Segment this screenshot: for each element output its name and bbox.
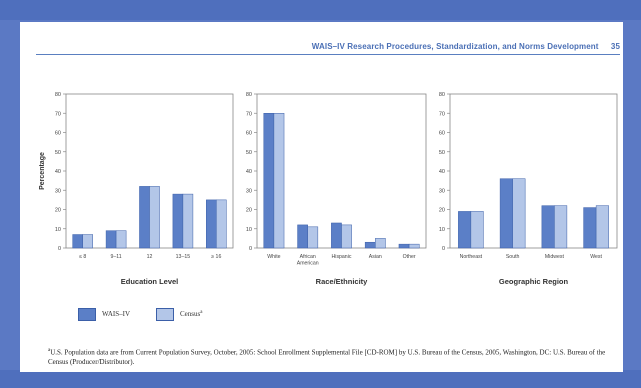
chart-2-bar-census (375, 238, 386, 249)
chart-1-bar-wais (72, 234, 83, 249)
chart-3-bar-wais (458, 211, 472, 249)
chart-3-ytick-label: 30 (439, 188, 445, 194)
chart-2-ytick-label: 50 (246, 150, 252, 156)
chart-1-bar-census (182, 193, 194, 249)
chart-1-category-label: ≥ 16 (211, 254, 221, 260)
chart-3-ytick-label: 60 (439, 131, 445, 137)
legend-swatch-census (156, 308, 174, 321)
chart-1-bar-wais (172, 193, 184, 249)
chart-2-ytick-label: 40 (246, 169, 252, 175)
chart-1-ytick-label: 50 (55, 150, 61, 156)
legend-label-wais: WAIS–IV (102, 310, 130, 319)
chart-1-ytick-label: 60 (55, 131, 61, 137)
chart-3-ytick-label: 40 (439, 169, 445, 175)
footnote-text: U.S. Population data are from Current Po… (48, 348, 606, 367)
chart-2-ytick-label: 80 (246, 92, 252, 98)
chart-1-ytick-label: 80 (55, 92, 61, 98)
chart-1-xlabel: Education Level (121, 277, 179, 286)
chart-3-ytick-label: 70 (439, 111, 445, 117)
chart-3-bar-census (470, 211, 484, 249)
chart-2-ytick-label: 70 (246, 111, 252, 117)
page-number: 35 (610, 42, 620, 51)
chart-2-category-label: Hispanic (332, 254, 352, 260)
chart-2-bar-wais (331, 222, 342, 249)
chart-3-bar-census (512, 178, 526, 249)
chart-1-bar-census (115, 230, 127, 249)
chart-2-bar-wais (263, 113, 275, 249)
chart-2-category-label: Other (403, 254, 416, 260)
chart-1-ytick-label: 30 (55, 188, 61, 194)
chart-3-ytick-label: 20 (439, 208, 445, 214)
legend-item-wais: WAIS–IV (78, 308, 130, 321)
chart-1-ytick-label: 40 (55, 169, 61, 175)
chart-3-bar-wais (499, 178, 513, 249)
chart-1-ytick-label: 0 (58, 246, 61, 252)
chart-1-bar-wais (139, 186, 150, 249)
chart-1-ytick-label: 10 (55, 227, 61, 233)
chart-3-ytick-label: 0 (442, 246, 445, 252)
footnote-mark: a (48, 348, 51, 353)
legend-label-census: Census (180, 310, 201, 319)
chart-1-category-label: 13–15 (176, 254, 191, 260)
chart-3-ytick-label: 80 (439, 92, 445, 98)
chart-1-bar-census (216, 199, 227, 249)
chart-1-ytick-label: 20 (55, 208, 61, 214)
chart-3-category-label: West (590, 254, 602, 260)
legend-census-mark: a (200, 309, 203, 315)
chart-2-bar-wais (297, 224, 308, 249)
chart-2-category-label: African (300, 254, 316, 260)
chart-2-ytick-label: 10 (246, 227, 252, 233)
chart-2-ytick-label: 60 (246, 131, 252, 137)
chart-3-bar-wais (541, 205, 555, 249)
chart-1-bar-census (149, 186, 160, 249)
chart-3-ytick-label: 10 (439, 227, 445, 233)
chart-1-bar-wais (105, 230, 117, 249)
chart-3-bar-census (595, 205, 609, 249)
chart-1-category-label: ≤ 8 (79, 254, 86, 260)
chart-3-xlabel: Geographic Region (499, 277, 569, 286)
chart-1-category-label: 12 (147, 254, 153, 260)
chart-1-bar-wais (206, 199, 217, 249)
chart-3-ytick-label: 50 (439, 150, 445, 156)
legend-item-census: Censusa (156, 308, 202, 321)
chart-2-bar-census (341, 224, 352, 249)
charts-figure: 0 10 20 30 40 50 60 70 80 Percentage ≤ 8 9–11 12 13–1… (39, 92, 618, 286)
chart-2-category-label: American (297, 261, 319, 267)
header-title: WAIS–IV Research Procedures, Standardiza… (311, 42, 599, 51)
chart-2-ytick-label: 20 (246, 208, 252, 214)
header-rule (36, 54, 620, 55)
chart-2-bar-census (273, 113, 285, 249)
chart-2-bar-census (408, 243, 420, 249)
chart-1-ylabel: Percentage (39, 152, 46, 190)
document-page: WAIS–IV Research Procedures, Standardiza… (20, 22, 623, 372)
chart-1-category-label: 9–11 (111, 254, 122, 260)
chart-2-xlabel: Race/Ethnicity (316, 277, 369, 286)
chart-2-ytick-label: 30 (246, 188, 252, 194)
chart-1-ytick-label: 70 (55, 111, 61, 117)
chart-3-bar-wais (583, 207, 597, 249)
running-header: WAIS–IV Research Procedures, Standardiza… (20, 42, 620, 51)
chart-2-ytick-label: 0 (249, 246, 252, 252)
legend-swatch-wais (78, 308, 96, 321)
chart-3-bar-census (554, 205, 568, 249)
top-band (0, 0, 641, 20)
footnote: aU.S. Population data are from Current P… (48, 346, 613, 367)
chart-2-category-label: White (267, 254, 280, 260)
chart-1-bar-census (82, 234, 93, 249)
chart-3-category-label: Northeast (460, 254, 483, 260)
chart-3-category-label: South (506, 254, 520, 260)
chart-2-bar-census (307, 226, 319, 249)
chart-2-bar-wais (364, 241, 376, 249)
chart-3-category-label: Midwest (545, 254, 565, 260)
chart-2-bar-wais (398, 243, 410, 249)
chart-2-category-label: Asian (369, 254, 382, 260)
bottom-band (0, 370, 641, 388)
